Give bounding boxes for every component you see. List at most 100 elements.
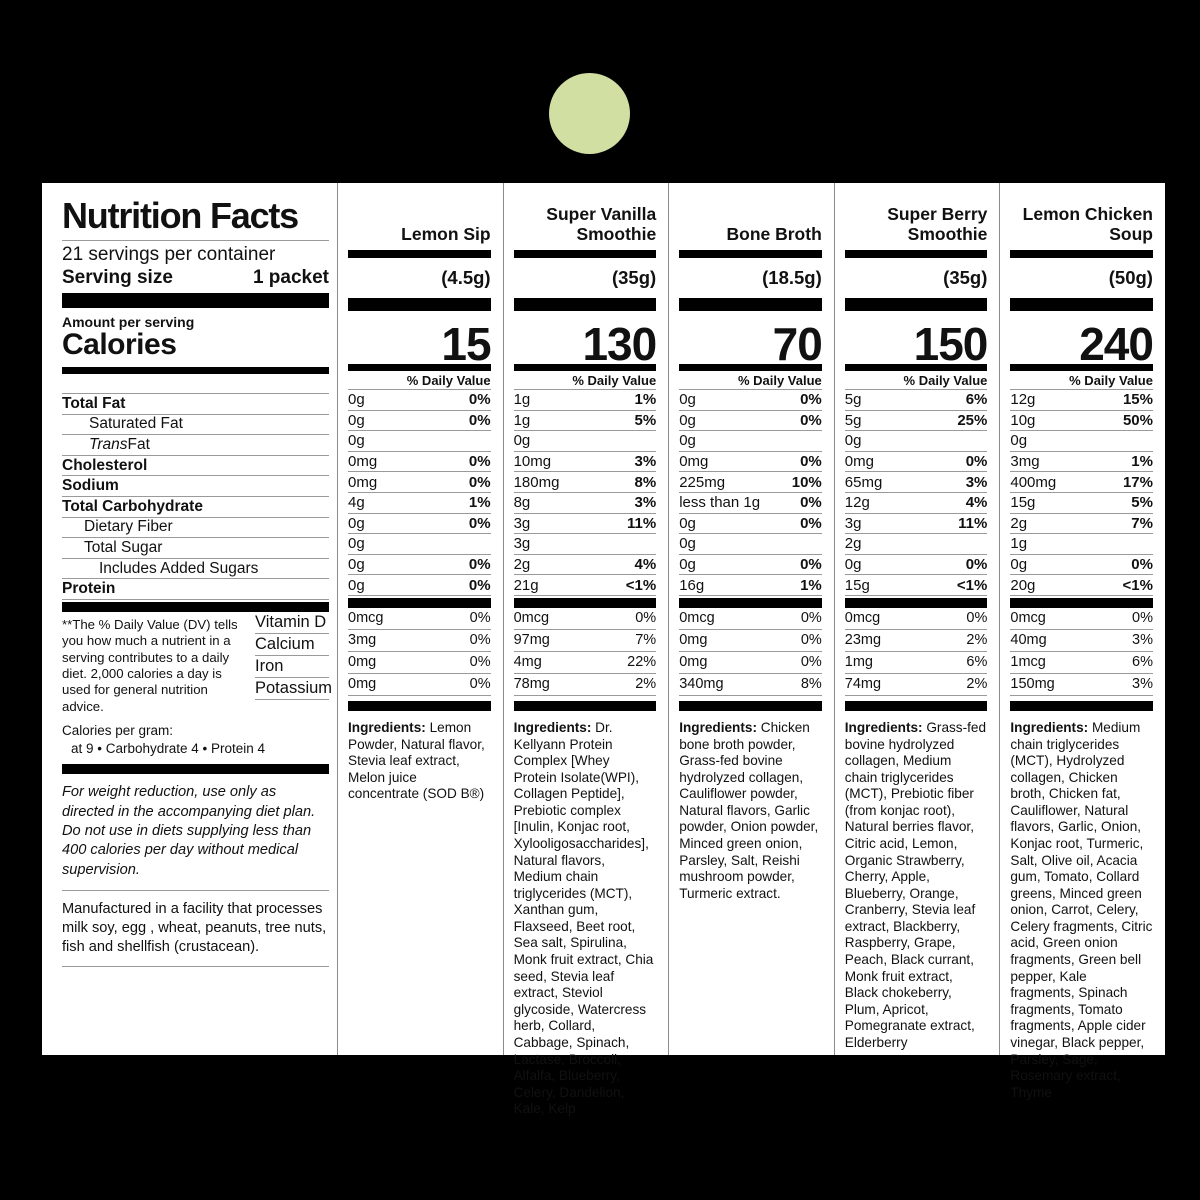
product-serving-weight: (35g) [943, 267, 988, 288]
vitamin-amount: 0mcg [348, 610, 384, 627]
thick-divider-bar [1010, 364, 1153, 371]
calories-per-gram-values: at 9 • Carbohydrate 4 • Protein 4 [71, 740, 266, 756]
nutrient-value-row: 400mg 17% [1010, 472, 1153, 493]
nutrient-daily-value: 1% [634, 391, 657, 409]
nutrient-value-row: 180mg 8% [513, 472, 657, 493]
vitamin-daily-value: 0% [800, 654, 822, 671]
nutrient-value-row: 0g [348, 431, 491, 452]
nutrient-label-row: Cholesterol [62, 456, 329, 477]
nutrient-daily-value: <1% [1122, 576, 1153, 594]
thick-divider-bar [348, 250, 491, 258]
product-calories-value: 130 [582, 317, 657, 370]
nutrient-value-row: 2g 7% [1010, 514, 1153, 535]
amount-per-serving-label: Amount per serving [62, 314, 195, 330]
vitamin-amount: 23mg [844, 632, 882, 649]
servings-block: 21 servings per container Serving size 1… [62, 241, 329, 293]
ingredients-label: Ingredients: [513, 719, 592, 735]
ingredients-text: Ingredients: Medium chain triglycerides … [1010, 719, 1153, 1100]
nutrient-amount: 3g [513, 514, 531, 532]
product-calories-value: 15 [441, 317, 491, 370]
nutrient-amount: 1g [513, 411, 531, 429]
vitamin-amount: 0mg [679, 654, 708, 671]
nutrient-value-row: 1g 5% [513, 411, 657, 432]
nutrient-daily-value: 50% [1122, 411, 1153, 429]
nutrient-value-row: 3g 11% [513, 514, 657, 535]
vitamin-daily-value: 3% [1132, 632, 1153, 649]
nutrient-daily-value: 15% [1122, 391, 1153, 409]
nutrient-daily-value: <1% [625, 576, 657, 594]
vitamin-daily-value: 0% [469, 676, 491, 693]
vitamin-value-row: 0mg 0% [679, 630, 822, 652]
nutrient-amount: 0g [844, 556, 862, 574]
nutrient-value-row: 0g [844, 431, 988, 452]
thick-divider-bar [679, 597, 822, 608]
product-calories-value: 70 [772, 317, 823, 370]
nutrient-value-row: 0g [1010, 431, 1153, 452]
nutrient-value-row: 0g 0% [679, 390, 822, 411]
nutrient-value-row: 0g 0% [348, 555, 491, 576]
vitamin-amount: 150mg [1010, 676, 1055, 693]
nutrient-daily-value: 0% [468, 391, 491, 409]
product-name: Super Berry Smoothie [887, 203, 988, 245]
product-column-4: Super Berry Smoothie (35g) 150% Daily Valu… [833, 183, 1000, 1055]
product-serving-weight: (50g) [1108, 267, 1153, 288]
nutrient-value-row: 3g [513, 534, 657, 555]
ingredients-text: Ingredients: Lemon Powder, Natural flavo… [348, 719, 485, 802]
thick-divider-bar [844, 298, 988, 311]
serving-size-label: Serving size [62, 267, 173, 288]
nutrient-amount: 0mg [844, 453, 874, 471]
nutrient-value-row: 2g 4% [513, 555, 657, 576]
nutrient-label-row: Includes Added Sugars [62, 559, 329, 580]
nutrient-daily-value: 0% [468, 556, 491, 574]
thick-divider-bar [62, 601, 329, 612]
vitamin-value-row: 0mcg 0% [844, 608, 988, 630]
vitamin-daily-value: 6% [1132, 654, 1153, 671]
nutrient-value-row: 0mg 0% [844, 452, 988, 473]
thick-divider-bar [513, 298, 657, 311]
vitamin-value-row: 1mg 6% [844, 652, 988, 674]
nutrient-value-row: 0g 0% [348, 514, 491, 535]
vitamin-value-row: 0mcg 0% [513, 608, 657, 630]
nutrient-daily-value: 5% [634, 411, 657, 429]
nutrient-value-row: 5g 6% [844, 390, 988, 411]
nutrient-value-row: 0g 0% [679, 555, 822, 576]
nutrient-daily-value: 8% [634, 473, 657, 491]
thick-divider-bar [844, 700, 988, 711]
vitamin-value-row: 3mg 0% [348, 630, 491, 652]
nutrient-amount: 1g [1010, 535, 1028, 553]
nutrient-value-row: 0g 0% [679, 411, 822, 432]
ingredients-text: Ingredients: Grass-fed bovine hydrolyzed… [844, 719, 987, 1050]
nutrient-daily-value: 11% [626, 514, 657, 532]
thick-divider-bar [348, 364, 491, 371]
nutrient-daily-value: 0% [468, 514, 491, 532]
vitamin-amount: 0mg [348, 676, 377, 693]
nutrient-label-text: Total Carbohydrate [62, 497, 203, 515]
thick-divider-bar [348, 700, 491, 711]
vitamin-daily-value: 8% [800, 676, 822, 693]
thick-divider-bar [844, 250, 988, 258]
vitamin-name-list: Vitamin D Calcium Iron Potassium [255, 612, 332, 715]
nutrient-daily-value: 0% [800, 494, 822, 512]
nutrient-value-row: 15g 5% [1010, 493, 1153, 514]
nutrient-value-row: 21g <1% [513, 575, 657, 596]
thick-divider-bar [513, 250, 657, 258]
ingredients-label: Ingredients: [679, 719, 757, 735]
nutrient-label-text: Trans [89, 435, 128, 453]
nutrient-value-row: 10mg 3% [513, 452, 657, 473]
nutrient-value-row: 0g 0% [348, 411, 491, 432]
nutrient-label-text: Includes Added Sugars [99, 559, 259, 577]
vitamin-value-row: 150mg 3% [1010, 674, 1153, 696]
vitamin-daily-value: 2% [966, 632, 988, 649]
nutrient-daily-value: 0% [1131, 556, 1153, 574]
vitamin-daily-value: 0% [800, 610, 822, 627]
product-name: Lemon Sip [401, 224, 491, 245]
vitamin-value-row: 0mg 0% [348, 652, 491, 674]
nutrient-daily-value: 0% [800, 556, 822, 574]
thick-divider-bar [679, 364, 822, 371]
nutrient-amount: 12g [844, 494, 870, 512]
product-calories-value: 240 [1079, 317, 1154, 370]
nutrient-value-row: 1g 1% [513, 390, 657, 411]
nutrient-amount: 0g [679, 556, 696, 574]
vitamin-name-row: Potassium [255, 678, 332, 700]
nutrient-daily-value: 0% [800, 514, 822, 532]
